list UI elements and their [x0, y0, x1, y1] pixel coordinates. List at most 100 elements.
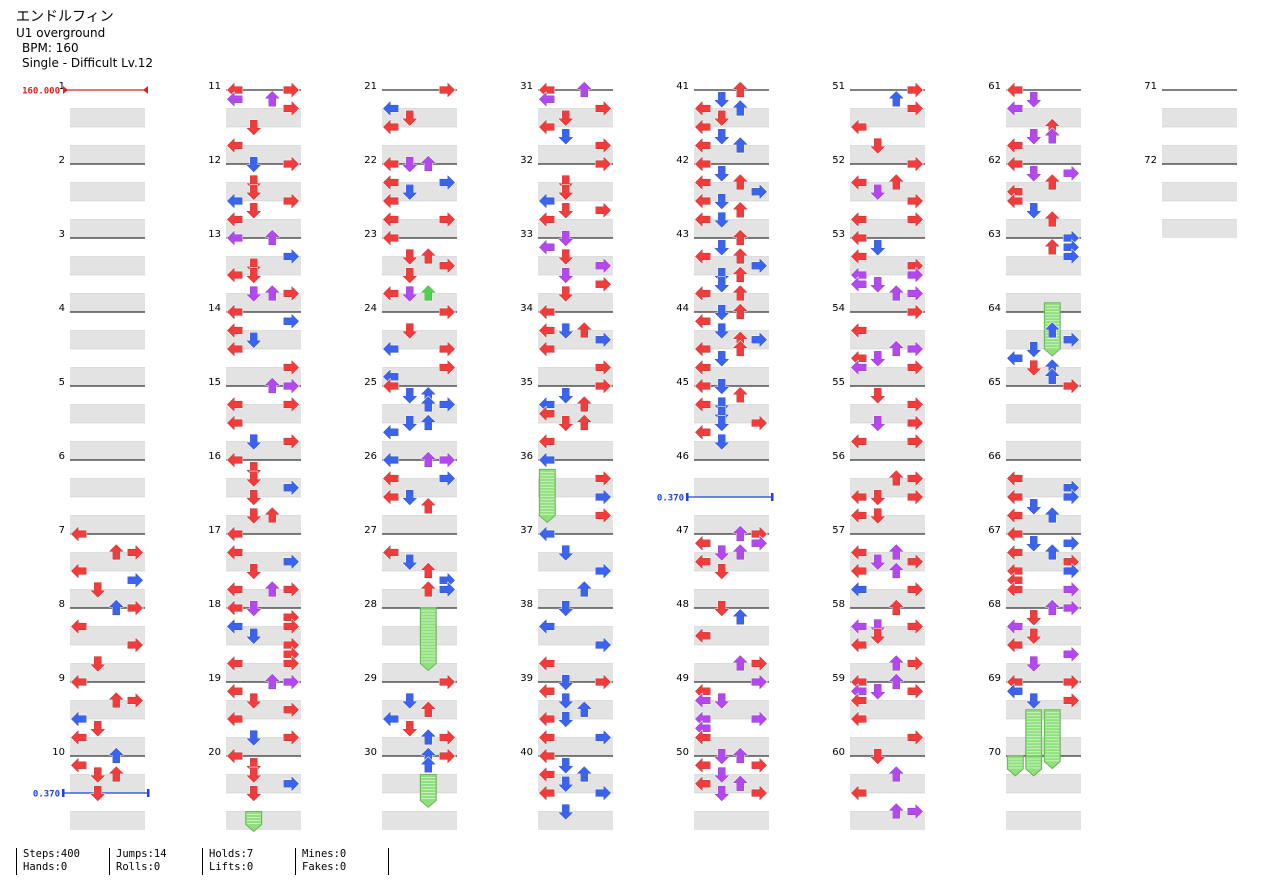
arrow-down-icon — [402, 285, 418, 303]
measure-number: 15 — [208, 377, 221, 388]
arrow-right-icon — [1063, 600, 1080, 616]
arrow-right-icon — [127, 544, 144, 561]
measure-72: 72 — [1144, 155, 1237, 238]
arrow-left-icon — [694, 729, 711, 746]
arrow-left-icon — [850, 711, 867, 727]
arrow-right-icon — [283, 674, 300, 690]
arrow-down-icon — [558, 692, 574, 710]
arrow-left-icon — [538, 711, 555, 727]
arrow-right-icon — [1063, 563, 1080, 579]
arrow-left-icon — [382, 378, 399, 394]
arrow-left-icon — [694, 119, 711, 135]
measure-number: 8 — [59, 599, 65, 610]
arrow-left-icon — [226, 193, 243, 209]
arrow-right-icon — [751, 332, 768, 348]
measure-14: 14 — [208, 303, 301, 386]
arrow-right-icon — [439, 359, 456, 376]
arrow-left-icon — [850, 359, 867, 376]
arrow-left-icon — [538, 766, 555, 783]
arrow-up-icon — [1044, 599, 1060, 616]
stat-column: Holds:7 Lifts:0 — [202, 848, 297, 875]
arrow-left-icon — [850, 211, 867, 228]
arrow-left-icon — [1006, 507, 1023, 524]
arrow-right-icon — [907, 554, 924, 570]
hold-note — [1025, 709, 1043, 770]
arrow-right-icon — [907, 341, 924, 357]
measure-40: 40 — [520, 747, 613, 830]
arrow-left-icon — [382, 489, 399, 505]
arrow-left-icon — [1006, 683, 1023, 699]
arrow-right-icon — [283, 433, 300, 450]
arrow-right-icon — [283, 248, 300, 265]
arrow-down-icon — [246, 729, 262, 747]
arrow-down-icon — [714, 304, 730, 321]
arrow-up-icon — [888, 340, 904, 357]
measure-34: 34 — [520, 303, 613, 386]
arrow-right-icon — [127, 637, 144, 653]
song-artist: U1 overground — [16, 26, 106, 40]
arrow-up-icon — [1044, 368, 1060, 385]
measure-number: 5 — [59, 377, 65, 388]
arrow-up-icon — [888, 654, 904, 672]
arrow-right-icon — [907, 396, 924, 413]
arrow-right-icon — [595, 156, 612, 172]
measure-37: 37 — [520, 525, 613, 608]
arrow-up-icon — [1044, 210, 1060, 228]
measure-number: 56 — [832, 451, 845, 462]
arrow-left-icon — [538, 452, 555, 468]
arrow-down-icon — [558, 674, 574, 691]
measure-20: 20 — [208, 747, 301, 830]
arrow-up-icon — [264, 377, 280, 394]
arrow-left-icon — [1006, 563, 1023, 579]
arrow-down-icon — [714, 110, 730, 127]
arrow-up-icon — [888, 173, 904, 191]
arrow-right-icon — [595, 359, 612, 376]
arrow-right-icon — [595, 637, 612, 653]
arrow-left-icon — [850, 692, 867, 709]
measure-71: 71 — [1144, 81, 1237, 164]
measure-number: 7 — [59, 525, 65, 536]
arrow-right-icon — [751, 711, 768, 727]
arrow-right-icon — [283, 82, 300, 98]
arrow-up-icon — [888, 673, 904, 690]
measure-59: 59 — [832, 673, 925, 756]
arrow-right-icon — [907, 581, 924, 598]
arrow-right-icon — [595, 378, 612, 394]
measure-70: 70 — [988, 747, 1081, 830]
arrow-right-icon — [283, 480, 300, 496]
arrow-down-icon — [558, 110, 574, 127]
arrow-left-icon — [382, 156, 399, 172]
measure-25: 25 — [364, 377, 457, 460]
measure-number: 71 — [1144, 81, 1157, 92]
arrow-up-icon — [888, 469, 904, 487]
hold-note — [1006, 755, 1024, 777]
arrow-down-icon — [870, 683, 886, 700]
arrow-down-icon — [402, 415, 418, 432]
measure-number: 62 — [988, 155, 1001, 166]
measure-number: 69 — [988, 673, 1001, 684]
arrow-right-icon — [595, 674, 612, 690]
stat-column: Mines:0 Fakes:0 — [295, 848, 390, 875]
arrow-up-icon — [264, 284, 280, 302]
measure-number: 37 — [520, 525, 533, 536]
measure-number: 2 — [59, 155, 65, 166]
arrow-right-icon — [439, 304, 456, 320]
arrow-down-icon — [714, 128, 730, 145]
arrow-down-icon — [870, 387, 886, 404]
arrow-left-icon — [382, 100, 399, 117]
arrow-down-icon — [246, 332, 262, 349]
arrow-left-icon — [850, 544, 867, 561]
arrow-down-icon — [1026, 535, 1042, 552]
hold-note — [419, 774, 437, 808]
arrow-left-icon — [538, 526, 555, 542]
measure-62: 62 — [988, 155, 1081, 238]
arrow-down-icon — [558, 415, 574, 432]
arrow-up-icon — [420, 580, 436, 598]
measure-55: 55 — [832, 377, 925, 460]
arrow-up-icon — [888, 562, 904, 579]
arrow-left-icon — [1006, 544, 1023, 561]
arrow-left-icon — [850, 230, 867, 246]
arrow-left-icon — [694, 683, 711, 699]
measure-number: 41 — [676, 81, 689, 92]
arrow-down-icon — [714, 766, 730, 784]
